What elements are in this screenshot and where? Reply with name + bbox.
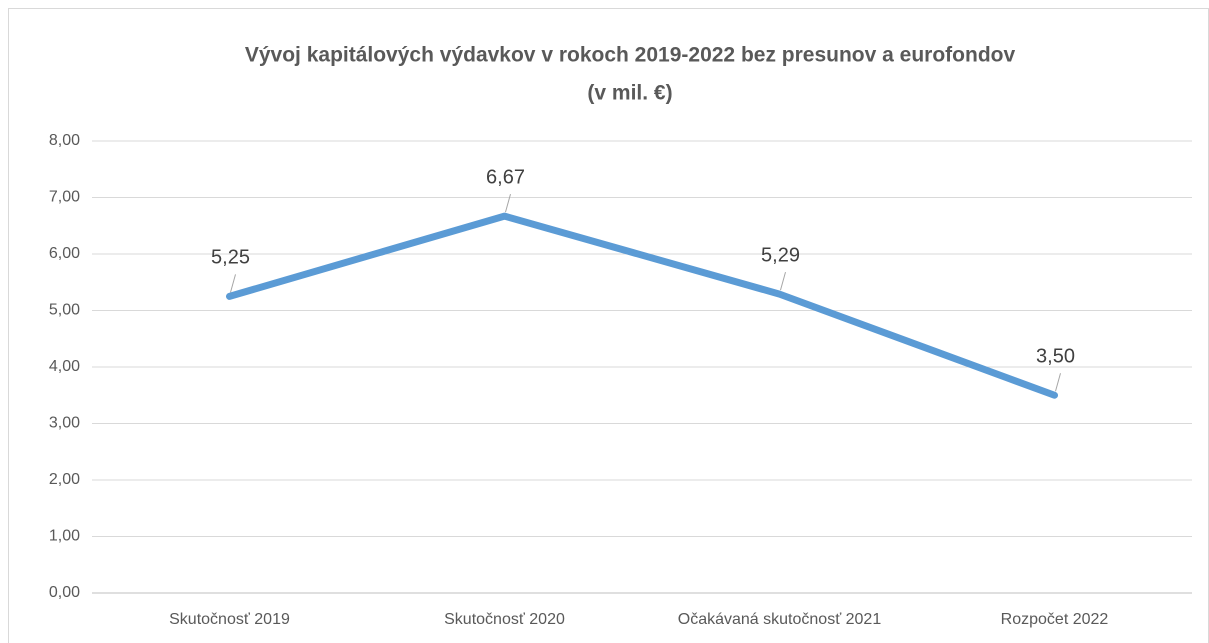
leader-line [1055, 373, 1061, 392]
y-tick-label: 8,00 [49, 132, 80, 149]
y-tick-label: 0,00 [49, 584, 80, 601]
x-tick-label: Rozpočet 2022 [1001, 611, 1109, 628]
chart-title: Vývoj kapitálových výdavkov v rokoch 201… [245, 44, 1016, 67]
x-tick-label: Skutočnosť 2019 [169, 611, 290, 628]
x-tick-label: Skutočnosť 2020 [444, 611, 565, 628]
leader-line [780, 271, 786, 291]
chart-border [8, 8, 1209, 643]
y-tick-label: 6,00 [49, 245, 80, 262]
chart-subtitle: (v mil. €) [587, 82, 672, 105]
x-tick-label: Očakávaná skutočnosť 2021 [678, 611, 882, 628]
y-tick-label: 5,00 [49, 302, 80, 319]
y-tick-label: 3,00 [49, 415, 80, 432]
data-label: 6,67 [486, 166, 525, 188]
y-tick-label: 4,00 [49, 358, 80, 375]
y-tick-label: 7,00 [49, 189, 80, 206]
leader-line [230, 274, 236, 293]
y-tick-label: 2,00 [49, 471, 80, 488]
data-label: 5,29 [761, 244, 800, 266]
y-tick-label: 1,00 [49, 528, 80, 545]
data-label: 3,50 [1036, 346, 1075, 368]
leader-line [505, 194, 511, 213]
line [226, 212, 1058, 399]
data-label: 5,25 [211, 247, 250, 269]
